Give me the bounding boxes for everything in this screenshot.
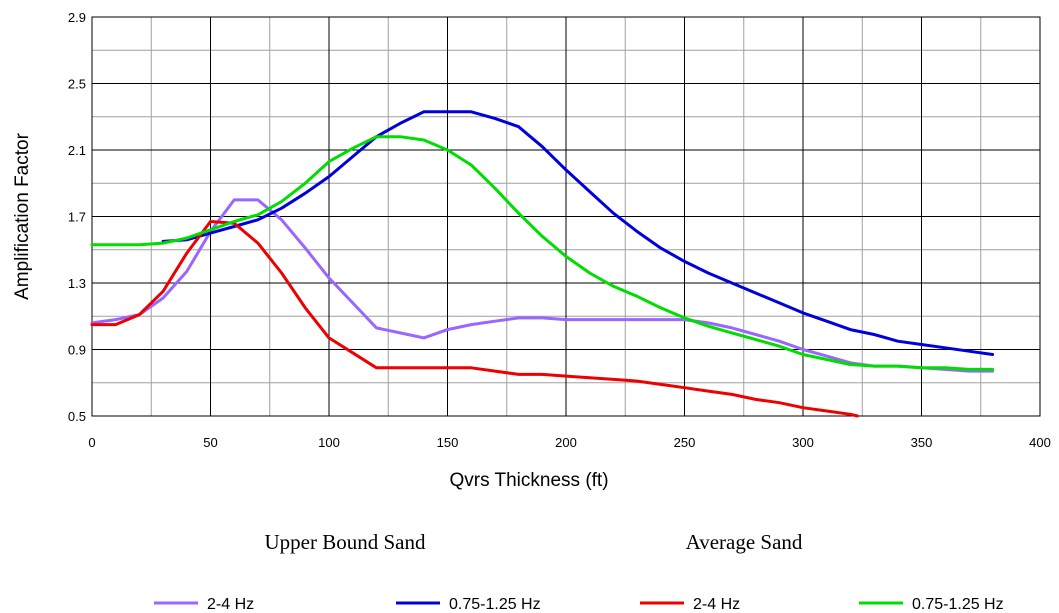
x-tick-label: 400 — [1029, 435, 1051, 450]
series-line-2 — [90, 220, 859, 418]
y-tick-label: 1.3 — [68, 276, 86, 291]
x-tick-label: 350 — [911, 435, 933, 450]
y-tick-label: 2.9 — [68, 10, 86, 25]
x-axis-title: Qvrs Thickness (ft) — [449, 470, 608, 491]
x-tick-label: 150 — [437, 435, 459, 450]
x-tick-label: 100 — [318, 435, 340, 450]
plot-area-frame — [91, 16, 1041, 417]
legend: 2-4 Hz 0.75-1.25 Hz 2-4 Hz 0.75-1.25 Hz — [154, 596, 1004, 613]
y-tick-label: 1.7 — [68, 210, 86, 225]
series-line-1 — [161, 110, 995, 356]
legend-label: 0.75-1.25 Hz — [449, 596, 541, 613]
legend-label: 2-4 Hz — [207, 596, 254, 613]
x-tick-label: 0 — [88, 435, 95, 450]
legend-label: 2-4 Hz — [693, 596, 740, 613]
y-tick-label: 0.5 — [68, 409, 86, 424]
y-tick-label: 2.1 — [68, 143, 86, 158]
series-line-3 — [90, 135, 995, 371]
legend-group-upper-bound-sand: Upper Bound Sand — [265, 530, 426, 554]
y-axis-tick-labels: 0.5 0.9 1.3 1.7 2.1 2.5 2.9 — [68, 10, 86, 424]
x-tick-label: 300 — [792, 435, 814, 450]
x-axis-tick-labels: 0 50 100 150 200 250 300 350 400 — [88, 435, 1050, 450]
y-tick-label: 2.5 — [68, 77, 86, 92]
x-tick-label: 50 — [203, 435, 217, 450]
y-axis-title: Amplification Factor — [12, 132, 33, 300]
x-tick-label: 250 — [674, 435, 696, 450]
legend-group-average-sand: Average Sand — [686, 530, 803, 554]
y-tick-label: 0.9 — [68, 343, 86, 358]
legend-label: 0.75-1.25 Hz — [912, 596, 1004, 613]
series-lines — [90, 110, 995, 418]
series-line-0 — [90, 198, 995, 373]
x-tick-label: 200 — [555, 435, 577, 450]
